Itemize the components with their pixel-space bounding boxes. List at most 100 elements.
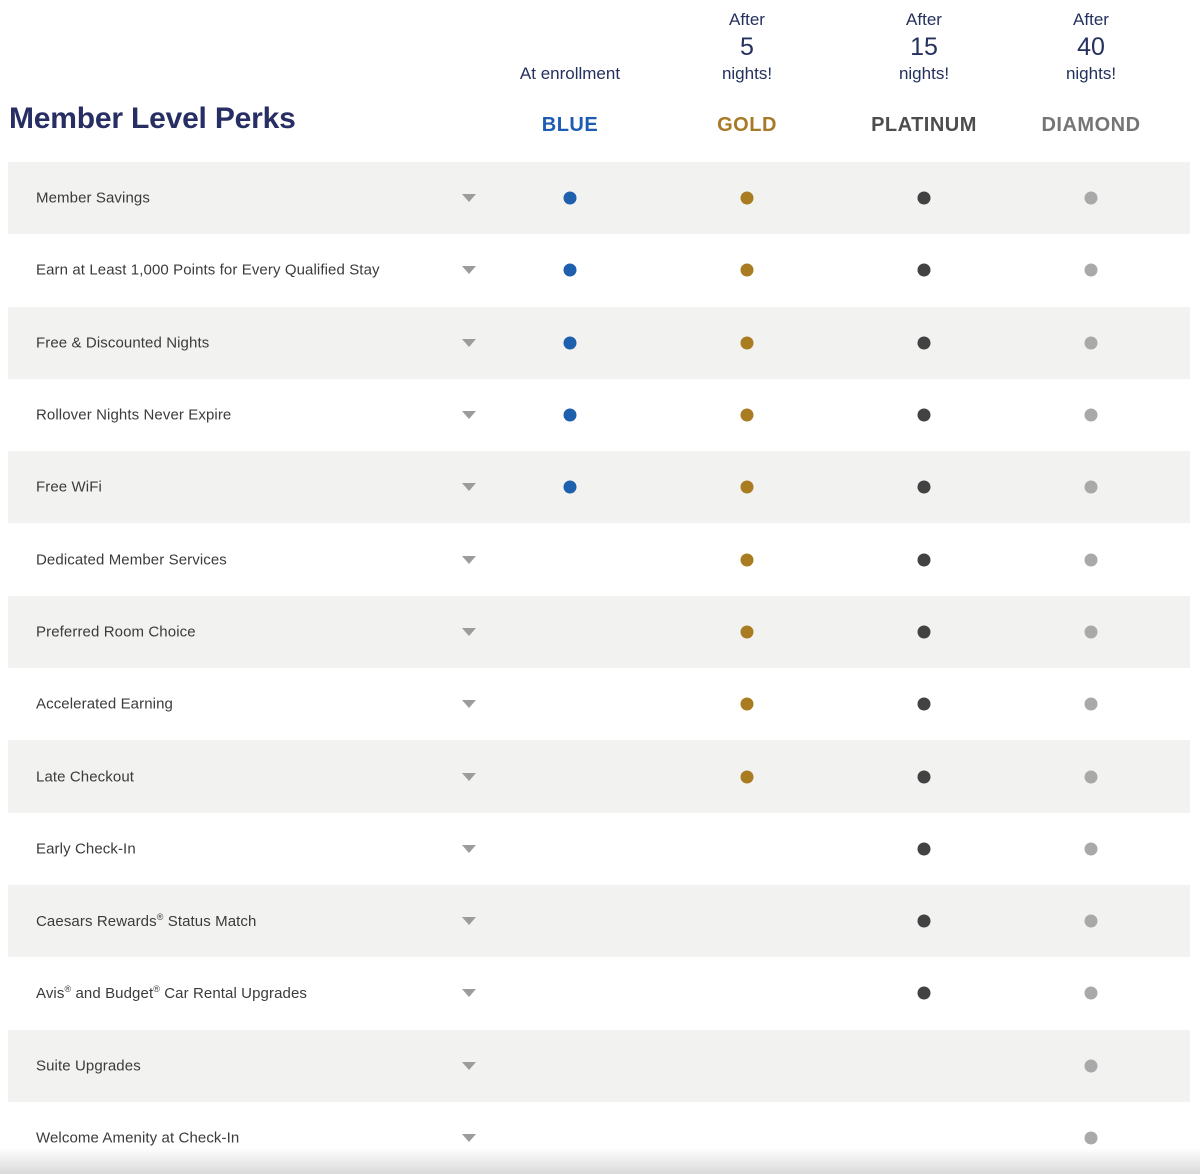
tier-dot-diamond (1084, 263, 1098, 277)
registered-trademark: ® (64, 984, 72, 995)
tier-dot-platinum (917, 191, 931, 205)
chevron-down-icon[interactable] (462, 194, 476, 203)
perk-rows: Member Savings Earn at Least 1,000 Point… (8, 162, 1190, 1174)
perk-label: Suite Upgrades (36, 1057, 141, 1075)
tier-dot-gold (740, 480, 754, 494)
chevron-down-icon[interactable] (462, 772, 476, 781)
tier-dot-gold (740, 697, 754, 711)
perk-label: Accelerated Earning (36, 695, 173, 713)
tier-dot-diamond (1084, 986, 1098, 1000)
tier-column-header-platinum: After 15 nights! PLATINUM (834, 8, 1014, 137)
chevron-down-icon[interactable] (462, 1061, 476, 1070)
perk-row[interactable]: Avis® and Budget® Car Rental Upgrades (8, 957, 1190, 1030)
chevron-down-icon[interactable] (462, 338, 476, 347)
chevron-down-icon[interactable] (462, 483, 476, 492)
perk-label: Caesars Rewards® Status Match (36, 912, 257, 931)
tier-dot-diamond (1084, 625, 1098, 639)
tier-qualifier-count: 5 (740, 33, 754, 61)
chevron-down-icon[interactable] (462, 917, 476, 926)
tier-dot-gold (740, 553, 754, 567)
tier-column-header-blue: At enrollment BLUE (480, 8, 660, 137)
tier-qualifier-line1: After (729, 10, 765, 29)
perk-row[interactable]: Welcome Amenity at Check-In (8, 1101, 1190, 1174)
tier-qualifier-line1 (480, 8, 660, 32)
tier-qualifier-line1: After (1073, 10, 1109, 29)
tier-name: PLATINUM (871, 114, 977, 136)
perk-row[interactable]: Free WiFi (8, 451, 1190, 524)
perk-row[interactable]: Rollover Nights Never Expire (8, 378, 1190, 452)
tier-qualifier-line2: nights! (1065, 64, 1117, 83)
tier-dot-gold (740, 625, 754, 639)
chevron-down-icon[interactable] (462, 700, 476, 709)
tier-dot-gold (740, 770, 754, 784)
perk-label: Welcome Amenity at Check-In (36, 1129, 240, 1147)
perk-row[interactable]: Caesars Rewards® Status Match (8, 884, 1190, 958)
tier-dot-diamond (1084, 1059, 1098, 1073)
tier-dot-platinum (917, 408, 931, 422)
perk-label: Free WiFi (36, 478, 102, 496)
perk-row[interactable]: Preferred Room Choice (8, 595, 1190, 669)
tier-qualifier-count: 40 (1077, 33, 1105, 61)
perk-label: Late Checkout (36, 768, 135, 786)
registered-trademark: ® (156, 912, 164, 923)
tier-dot-platinum (917, 263, 931, 277)
tier-dot-blue (563, 336, 577, 350)
tier-dot-gold (740, 191, 754, 205)
perk-label: Rollover Nights Never Expire (36, 406, 232, 424)
tier-dot-blue (563, 408, 577, 422)
tier-dot-diamond (1084, 842, 1098, 856)
tier-name: GOLD (717, 114, 777, 136)
tier-qualifier-line2: At enrollment (519, 64, 621, 83)
chevron-down-icon[interactable] (462, 627, 476, 636)
chevron-down-icon[interactable] (462, 844, 476, 853)
tier-dot-diamond (1084, 1131, 1098, 1145)
chevron-down-icon[interactable] (462, 411, 476, 420)
tier-dot-platinum (917, 336, 931, 350)
tier-dot-platinum (917, 986, 931, 1000)
tier-dot-blue (563, 480, 577, 494)
tier-dot-blue (563, 263, 577, 277)
tier-dot-platinum (917, 914, 931, 928)
perk-row[interactable]: Late Checkout (8, 740, 1190, 813)
tier-qualifier-line2: nights! (721, 64, 773, 83)
tier-dot-diamond (1084, 770, 1098, 784)
perk-label: Avis® and Budget® Car Rental Upgrades (36, 984, 308, 1003)
page-title: Member Level Perks (9, 102, 296, 135)
perk-row[interactable]: Member Savings (8, 162, 1190, 235)
perk-row[interactable]: Dedicated Member Services (8, 523, 1190, 596)
tier-dot-platinum (917, 553, 931, 567)
perk-row[interactable]: Accelerated Earning (8, 668, 1190, 741)
tier-qualifier-line2: nights! (898, 64, 950, 83)
perk-label: Earn at Least 1,000 Points for Every Qua… (36, 261, 380, 279)
tier-dot-platinum (917, 697, 931, 711)
perk-label: Preferred Room Choice (36, 623, 196, 641)
tier-dot-gold (740, 263, 754, 277)
tier-name: BLUE (541, 114, 599, 136)
tier-dot-platinum (917, 770, 931, 784)
tier-dot-diamond (1084, 553, 1098, 567)
perk-row[interactable]: Suite Upgrades (8, 1029, 1190, 1102)
tier-qualifier-count (480, 32, 660, 62)
perk-label: Free & Discounted Nights (36, 334, 210, 352)
table-header: Member Level Perks At enrollment BLUE Af… (0, 0, 1200, 162)
tier-dot-diamond (1084, 408, 1098, 422)
chevron-down-icon[interactable] (462, 1134, 476, 1142)
chevron-down-icon[interactable] (462, 555, 476, 564)
perk-row[interactable]: Early Check-In (8, 812, 1190, 885)
tier-dot-blue (563, 191, 577, 205)
tier-dot-diamond (1084, 336, 1098, 350)
perk-label: Early Check-In (36, 840, 136, 858)
perk-label: Dedicated Member Services (36, 551, 227, 569)
tier-dot-diamond (1084, 480, 1098, 494)
perk-row[interactable]: Earn at Least 1,000 Points for Every Qua… (8, 234, 1190, 307)
chevron-down-icon[interactable] (462, 266, 476, 275)
chevron-down-icon[interactable] (462, 989, 476, 998)
perk-row[interactable]: Free & Discounted Nights (8, 306, 1190, 379)
tier-dot-gold (740, 408, 754, 422)
tier-qualifier-line1: After (906, 10, 942, 29)
tier-dot-platinum (917, 625, 931, 639)
tier-dot-platinum (917, 842, 931, 856)
tier-column-header-gold: After 5 nights! GOLD (657, 8, 837, 137)
tier-dot-gold (740, 336, 754, 350)
